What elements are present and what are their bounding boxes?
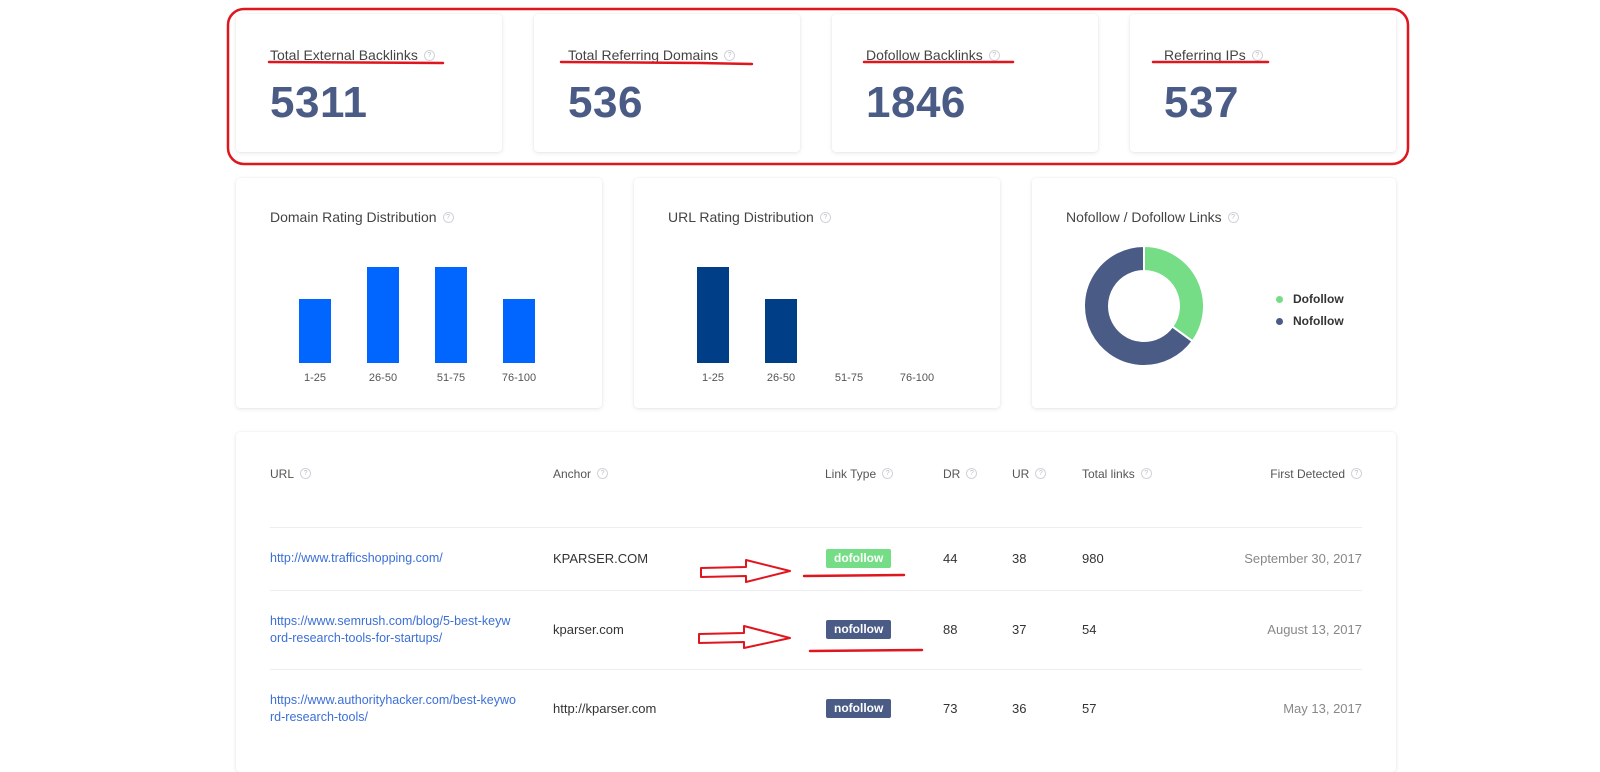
column-header-dr[interactable]: DR? <box>943 467 978 481</box>
legend-dot-icon <box>1276 296 1283 304</box>
stat-value: 5311 <box>270 78 368 127</box>
row-dr: 44 <box>943 551 958 566</box>
help-icon[interactable]: ? <box>724 49 736 61</box>
column-header-total-links[interactable]: Total links? <box>1082 467 1152 481</box>
stat-card-dofollow-backlinks: Dofollow Backlinks? 1846 <box>832 14 1098 152</box>
stat-card-total-referring-domains: Total Referring Domains? 536 <box>534 14 800 152</box>
help-icon[interactable]: ? <box>423 49 435 61</box>
bar-26-50[interactable] <box>367 267 399 363</box>
legend-dot-icon <box>1276 318 1283 326</box>
row-total-links: 57 <box>1082 701 1097 716</box>
stat-title: Dofollow Backlinks? <box>866 47 1000 63</box>
help-icon[interactable]: ? <box>988 49 1000 61</box>
link-type-badge: dofollow <box>826 549 892 568</box>
help-icon[interactable]: ? <box>819 211 831 223</box>
domain-rating-chart: 1-25 26-50 51-75 76-100 <box>299 267 536 384</box>
help-icon[interactable]: ? <box>882 468 894 480</box>
row-first-detected: May 13, 2017 <box>1283 701 1362 716</box>
tick-label: 1-25 <box>304 372 326 384</box>
tick-label: 1-25 <box>702 372 724 384</box>
stat-value: 536 <box>568 78 643 127</box>
column-header-link-type[interactable]: Link Type? <box>825 467 894 481</box>
bar-26-50[interactable] <box>765 299 797 363</box>
stat-title: Referring IPs? <box>1164 47 1263 63</box>
row-first-detected: September 30, 2017 <box>1244 551 1362 566</box>
stat-title: Total External Backlinks? <box>270 47 435 63</box>
link-type-card: Nofollow / Dofollow Links? Dofollow Nofo… <box>1032 178 1396 408</box>
row-dr: 88 <box>943 622 958 637</box>
row-ur: 37 <box>1012 622 1027 637</box>
url-rating-chart: 1-25 26-50 51-75 76-100 <box>697 267 934 384</box>
row-ur: 36 <box>1012 701 1027 716</box>
bar-1-25[interactable] <box>697 267 729 363</box>
legend-dofollow[interactable]: Dofollow <box>1276 292 1344 306</box>
chart-title: Nofollow / Dofollow Links? <box>1066 209 1239 225</box>
stat-title: Total Referring Domains? <box>568 47 736 63</box>
tick-label: 51-75 <box>835 372 863 384</box>
row-total-links: 980 <box>1082 551 1104 566</box>
help-icon[interactable]: ? <box>1140 468 1152 480</box>
tick-label: 76-100 <box>900 372 934 384</box>
row-divider <box>270 527 1362 528</box>
tick-label: 51-75 <box>437 372 465 384</box>
row-url-link[interactable]: https://www.authorityhacker.com/best-key… <box>270 693 516 724</box>
help-icon[interactable]: ? <box>597 468 609 480</box>
legend-nofollow[interactable]: Nofollow <box>1276 314 1344 328</box>
row-anchor: kparser.com <box>553 622 624 637</box>
help-icon[interactable]: ? <box>1227 211 1239 223</box>
row-total-links: 54 <box>1082 622 1097 637</box>
row-anchor: http://kparser.com <box>553 701 657 716</box>
column-header-ur[interactable]: UR? <box>1012 467 1047 481</box>
link-type-donut <box>1083 244 1205 367</box>
chart-title: URL Rating Distribution? <box>668 209 831 225</box>
row-url-link[interactable]: http://www.trafficshopping.com/ <box>270 551 443 565</box>
link-type-badge: nofollow <box>826 620 892 639</box>
url-rating-card: URL Rating Distribution? 1-25 26-50 51-75 7… <box>634 178 1000 408</box>
help-icon[interactable]: ? <box>1035 468 1047 480</box>
stat-card-total-external-backlinks: Total External Backlinks? 5311 <box>236 14 502 152</box>
row-divider <box>270 590 1362 591</box>
row-first-detected: August 13, 2017 <box>1267 622 1362 637</box>
backlinks-table-card <box>236 432 1396 772</box>
help-icon[interactable]: ? <box>1351 468 1362 480</box>
column-header-anchor[interactable]: Anchor? <box>553 467 609 481</box>
help-icon[interactable]: ? <box>966 468 978 480</box>
chart-title: Domain Rating Distribution? <box>270 209 454 225</box>
tick-label: 76-100 <box>502 372 536 384</box>
stat-card-referring-ips: Referring IPs? 537 <box>1130 14 1396 152</box>
link-type-badge: nofollow <box>826 699 892 718</box>
row-dr: 73 <box>943 701 958 716</box>
help-icon[interactable]: ? <box>442 211 454 223</box>
bar-1-25[interactable] <box>299 299 331 363</box>
row-ur: 38 <box>1012 551 1027 566</box>
tick-label: 26-50 <box>369 372 397 384</box>
column-header-url[interactable]: URL? <box>270 467 312 481</box>
bar-76-100[interactable] <box>503 299 535 363</box>
column-header-first-detected[interactable]: First Detected? <box>1270 467 1362 481</box>
slice-dofollow[interactable] <box>1143 244 1205 343</box>
help-icon[interactable]: ? <box>300 468 312 480</box>
bar-51-75[interactable] <box>435 267 467 363</box>
slice-nofollow[interactable] <box>1083 244 1194 367</box>
stat-value: 1846 <box>866 78 966 127</box>
domain-rating-card: Domain Rating Distribution? 1-25 26-50 51-… <box>236 178 602 408</box>
row-anchor: KPARSER.COM <box>553 551 649 566</box>
row-url-link[interactable]: https://www.semrush.com/blog/5-best-keyw… <box>270 614 511 645</box>
tick-label: 26-50 <box>767 372 795 384</box>
stat-value: 537 <box>1164 78 1239 127</box>
help-icon[interactable]: ? <box>1251 49 1263 61</box>
row-divider <box>270 669 1362 670</box>
